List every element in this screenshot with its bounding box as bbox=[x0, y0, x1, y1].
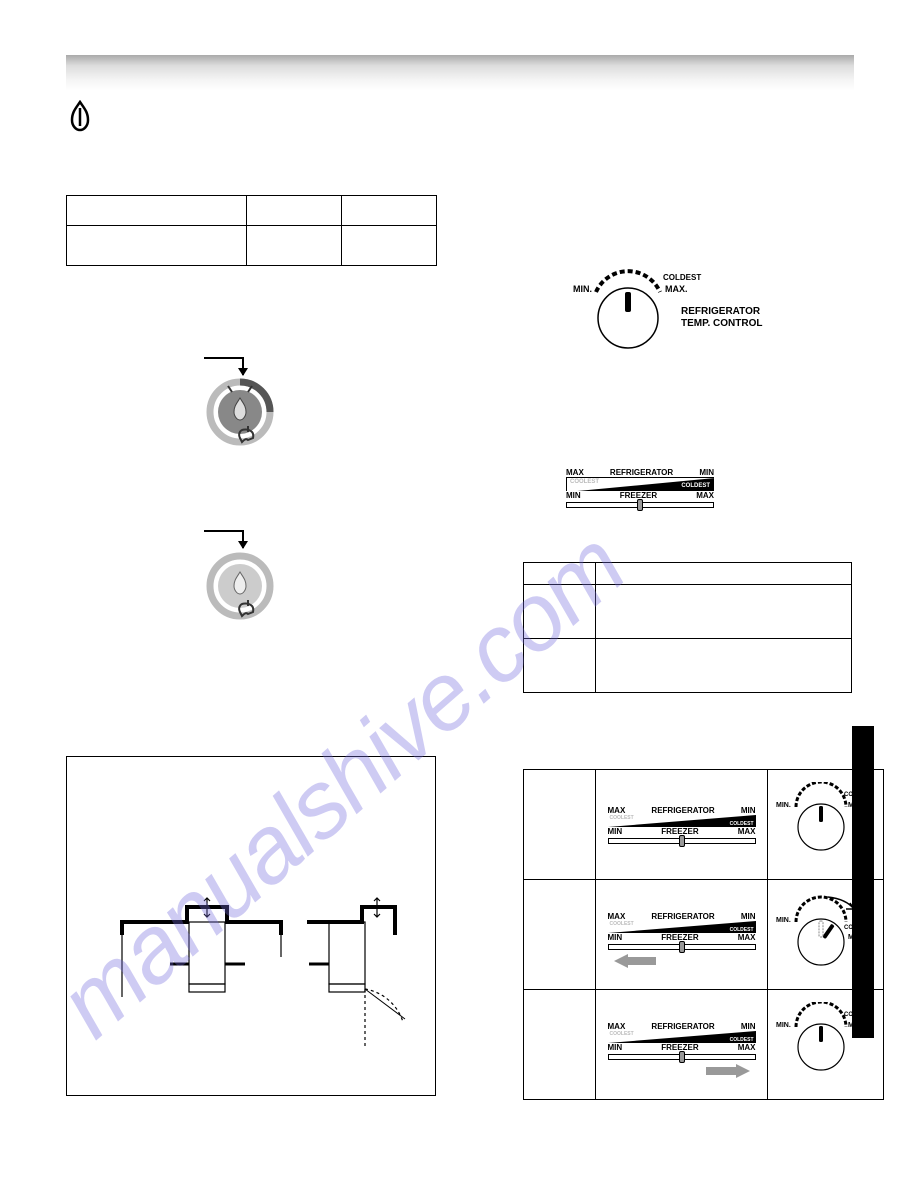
eco-button-icon bbox=[200, 376, 280, 461]
slider-top-left: MAX bbox=[566, 468, 584, 477]
svg-text:MIN.: MIN. bbox=[776, 802, 791, 809]
slider-right: MAXREFRIGERATORMIN COOLEST COLDEST MINFR… bbox=[608, 1022, 756, 1060]
leaf-icon bbox=[66, 100, 94, 137]
svg-text:MIN.: MIN. bbox=[776, 917, 791, 924]
arrow-horizontal bbox=[204, 357, 242, 359]
dial-title-1: REFRIGERATOR bbox=[681, 306, 761, 317]
settings-table-2 bbox=[523, 562, 852, 693]
slider-tri-right: COLDEST bbox=[681, 483, 710, 489]
arrow-down bbox=[242, 357, 244, 375]
side-tab bbox=[852, 726, 874, 1038]
slider-left: MAXREFRIGERATORMIN COOLEST COLDEST MINFR… bbox=[608, 912, 756, 950]
slider-normal: MAXREFRIGERATORMIN COOLEST COLDEST MINFR… bbox=[608, 806, 756, 844]
arrow-down bbox=[242, 530, 244, 548]
eco-button-icon-off bbox=[200, 550, 280, 635]
fridge-install-diagram bbox=[67, 757, 435, 1095]
settings-table-3: MAXREFRIGERATORMIN COOLEST COLDEST MINFR… bbox=[523, 769, 884, 1100]
slider-bot-right: MAX bbox=[696, 491, 714, 500]
arrow-right-icon bbox=[706, 1064, 750, 1078]
slider-bot-left: MIN bbox=[566, 491, 581, 500]
installation-diagram-box bbox=[66, 756, 436, 1096]
arrow-left-icon bbox=[614, 954, 658, 968]
slider-top-right: MIN bbox=[699, 468, 714, 477]
dial-max-label: MAX. bbox=[665, 284, 688, 294]
slider-top-mid: REFRIGERATOR bbox=[610, 468, 673, 477]
dial-title-2: TEMP. CONTROL bbox=[681, 318, 762, 329]
dial-coldest-label: COLDEST bbox=[663, 273, 701, 282]
spec-table bbox=[66, 195, 437, 266]
freezer-slider-control: MAX REFRIGERATOR MIN COOLEST COLDEST MIN… bbox=[566, 468, 714, 508]
slider-tri-left: COOLEST bbox=[570, 479, 599, 485]
dial-min-label: MIN. bbox=[573, 284, 592, 294]
temp-control-dial: MIN. COLDEST MAX. REFRIGERATOR TEMP. CON… bbox=[563, 268, 763, 363]
header-gradient-bar bbox=[66, 55, 854, 91]
svg-text:MIN.: MIN. bbox=[776, 1022, 791, 1029]
arrow-horizontal bbox=[204, 530, 242, 532]
